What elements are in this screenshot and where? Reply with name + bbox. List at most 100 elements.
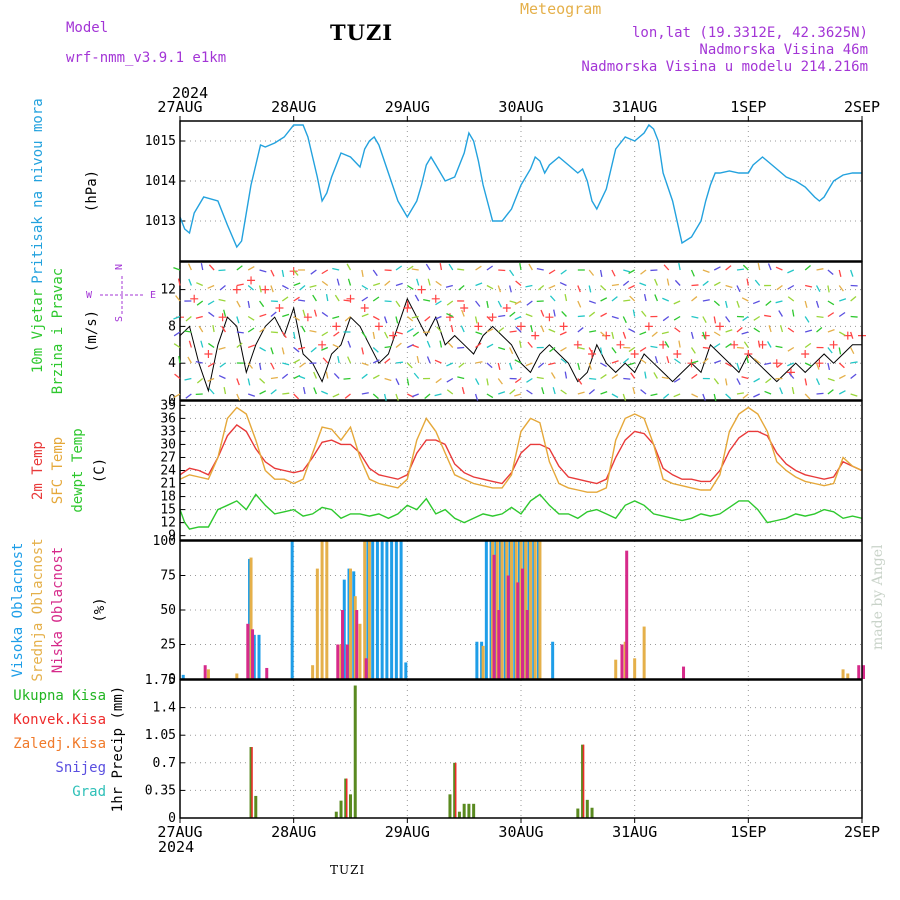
wind-arrow [577, 315, 585, 318]
gust-marker [431, 294, 440, 303]
bar-srednja-oblacnost [642, 626, 646, 679]
wind-arrow [333, 372, 340, 379]
elevation-label: Nadmorska Visina 46m [699, 42, 868, 58]
wind-arrow [627, 362, 635, 366]
compass-n: N [114, 264, 125, 270]
wind-arrow [474, 393, 479, 401]
axis-label-precip: 1hr Precip (mm) [110, 686, 126, 812]
wind-arrow [332, 315, 340, 319]
wind-arrow [838, 362, 845, 369]
wind-arrow [674, 327, 681, 333]
gust-marker [488, 313, 497, 322]
wind-arrow [195, 315, 203, 319]
wind-arrow [816, 315, 824, 318]
wind-arrow [270, 347, 274, 355]
wind-arrow [321, 280, 329, 287]
wind-arrow [804, 393, 811, 400]
wind-arrow [309, 330, 317, 333]
wind-arrow [395, 361, 403, 364]
gust-marker [687, 359, 696, 368]
wind-arrow [384, 345, 392, 349]
wind-arrow [321, 346, 329, 351]
wind-arrow [302, 387, 306, 395]
wind-arrow [736, 327, 743, 333]
wind-arrow [577, 346, 585, 350]
wind-arrow [336, 278, 340, 286]
wind-arrow [514, 393, 522, 397]
wind-arrow [639, 331, 647, 336]
wind-arrow [787, 296, 795, 302]
wind-arrow [361, 269, 364, 278]
wind-arrow [509, 311, 516, 318]
wind-arrow [424, 315, 431, 322]
wind-arrow [514, 359, 522, 364]
wind-arrow [411, 344, 419, 349]
footer-station-label: TUZI [330, 863, 366, 877]
model-label: Model [66, 20, 109, 36]
wind-arrow [299, 285, 306, 291]
wind-arrow [486, 316, 493, 322]
gust-marker [730, 340, 739, 349]
wind-arrow [691, 360, 699, 364]
wind-arrow [497, 327, 505, 333]
wind-arrow [281, 331, 287, 339]
wind-arrow [281, 269, 285, 278]
wind-arrow [678, 263, 681, 271]
wind-arrow [757, 340, 761, 348]
wind-arrow [247, 300, 251, 309]
wind-arrow [600, 312, 608, 318]
wind-arrow [173, 315, 181, 320]
wind-arrow [207, 300, 215, 306]
bar-visoka-oblacnost [484, 541, 488, 679]
gust-marker [772, 359, 781, 368]
wind-arrow [293, 346, 300, 353]
bar-srednja-oblacnost [315, 568, 319, 679]
wind-arrow [301, 325, 306, 333]
gust-marker [701, 331, 710, 340]
wind-arrow [827, 269, 834, 276]
wind-arrow [461, 387, 465, 395]
wind-arrow [577, 285, 581, 293]
axis-label: dewpt Temp [70, 428, 86, 512]
bar-ukupna-kisa [457, 811, 461, 818]
wind-arrow [757, 263, 761, 271]
wind-arrow [632, 309, 636, 317]
wind-arrow [815, 362, 820, 370]
wind-arrow [188, 278, 192, 286]
wind-arrow [702, 316, 707, 323]
wind-arrow [611, 360, 619, 364]
wind-arrow [753, 358, 761, 364]
bar-srednja-oblacnost [235, 673, 239, 679]
y-tick-label: 4 [168, 356, 176, 371]
bar-niska-oblacnost [364, 658, 368, 679]
wind-arrow [791, 387, 795, 395]
wind-arrow [791, 309, 795, 317]
wind-arrow [207, 284, 215, 289]
wind-arrow [559, 281, 567, 287]
wind-arrow [475, 342, 482, 349]
wind-arrow [395, 316, 399, 324]
wind-arrow [525, 362, 533, 367]
wind-arrow [640, 389, 647, 395]
wind-arrow [236, 316, 240, 324]
wind-arrow [270, 376, 278, 380]
wind-arrow [600, 285, 607, 291]
wind-arrow [406, 300, 410, 309]
wind-arrow [259, 269, 267, 273]
wind-arrow [588, 389, 595, 395]
wind-arrow [550, 372, 556, 379]
wind-arrow [208, 388, 215, 395]
wind-arrow [779, 387, 784, 395]
wind-arrow [372, 347, 379, 353]
bar-niska-oblacnost [506, 575, 510, 679]
y-tick-label: 1.05 [145, 728, 176, 743]
wind-arrow [446, 312, 454, 318]
wind-arrow [332, 393, 340, 398]
wind-arrow [347, 356, 352, 364]
wind-arrow [384, 377, 392, 382]
bar-visoka-oblacnost [342, 579, 346, 679]
wind-arrow [426, 356, 431, 364]
wind-arrow [259, 346, 267, 352]
wind-arrow [661, 376, 669, 380]
wind-arrow [434, 359, 442, 364]
